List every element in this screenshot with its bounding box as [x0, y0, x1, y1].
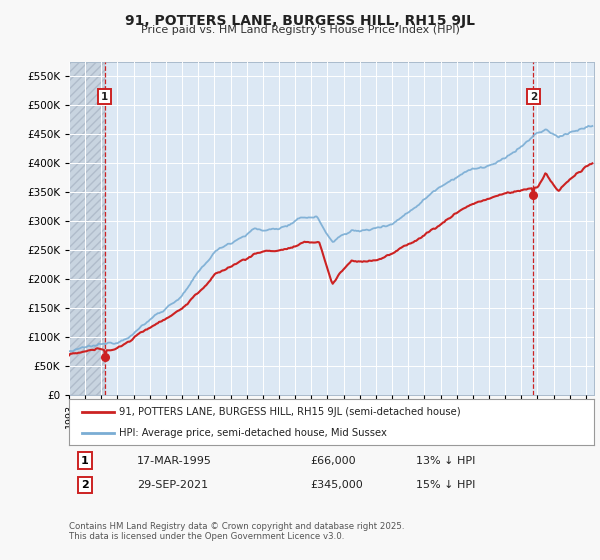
Text: 1: 1	[81, 456, 89, 465]
Bar	[69, 62, 104, 395]
Text: £345,000: £345,000	[311, 480, 363, 490]
Text: 2: 2	[81, 480, 89, 490]
Text: 2: 2	[530, 92, 537, 101]
Text: 13% ↓ HPI: 13% ↓ HPI	[415, 456, 475, 465]
Text: HPI: Average price, semi-detached house, Mid Sussex: HPI: Average price, semi-detached house,…	[119, 428, 387, 438]
Text: 17-MAR-1995: 17-MAR-1995	[137, 456, 212, 465]
Bar	[69, 62, 104, 395]
Text: 91, POTTERS LANE, BURGESS HILL, RH15 9JL (semi-detached house): 91, POTTERS LANE, BURGESS HILL, RH15 9JL…	[119, 407, 461, 417]
Text: 15% ↓ HPI: 15% ↓ HPI	[415, 480, 475, 490]
Text: Price paid vs. HM Land Registry's House Price Index (HPI): Price paid vs. HM Land Registry's House …	[140, 25, 460, 35]
Text: 91, POTTERS LANE, BURGESS HILL, RH15 9JL: 91, POTTERS LANE, BURGESS HILL, RH15 9JL	[125, 14, 475, 28]
Text: 1: 1	[101, 92, 109, 101]
Text: £66,000: £66,000	[311, 456, 356, 465]
Text: Contains HM Land Registry data © Crown copyright and database right 2025.
This d: Contains HM Land Registry data © Crown c…	[69, 522, 404, 542]
Text: 29-SEP-2021: 29-SEP-2021	[137, 480, 208, 490]
